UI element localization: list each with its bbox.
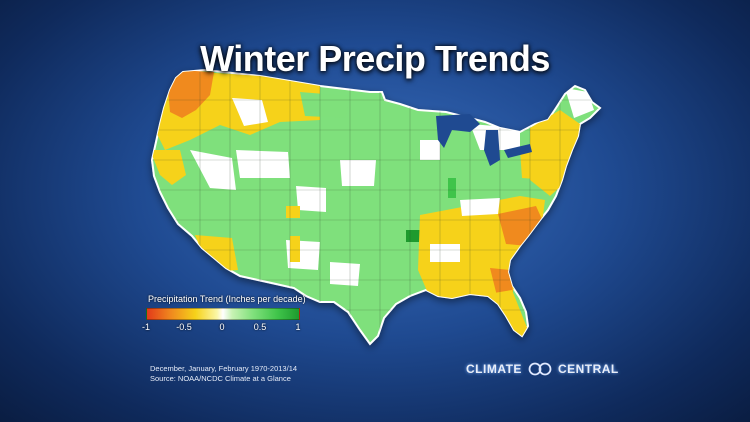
region-dakota-green-dark <box>448 178 456 198</box>
region-southern-ca-yellow <box>195 235 238 272</box>
climate-central-logo: CLIMATE CENTRAL <box>466 362 619 376</box>
region-mid-atlantic-yellow <box>520 150 550 180</box>
legend-tick: -1 <box>141 322 151 332</box>
region-gulf-white <box>430 244 460 262</box>
map-title: Winter Precip Trends <box>200 38 550 79</box>
footnote: December, January, February 1970-2013/14… <box>150 364 297 384</box>
legend-tick: 0 <box>219 322 225 332</box>
region-texas-white <box>330 262 360 286</box>
legend-tick: 1 <box>295 322 301 332</box>
legend: Precipitation Trend (Inches per decade) … <box>142 294 306 332</box>
region-nw-coast-orange <box>168 70 214 118</box>
region-arkansas-green-dark <box>406 230 420 242</box>
region-nebraska-white <box>340 160 376 186</box>
region-utah-yellow <box>286 206 300 218</box>
region-idaho-white <box>232 98 268 126</box>
footnote-period: December, January, February 1970-2013/14 <box>150 364 298 373</box>
footnote-source: Source: NOAA/NCDC Climate at a Glance <box>150 374 291 383</box>
legend-color-bar <box>146 308 300 320</box>
climate-central-rings-icon <box>528 362 552 376</box>
logo-word-right: CENTRAL <box>557 362 619 376</box>
region-utah-white <box>296 186 326 212</box>
region-illinois-white <box>420 140 440 160</box>
legend-tick: 0.5 <box>253 322 267 332</box>
region-nevada-white <box>236 150 290 178</box>
region-new-mexico-yellow <box>290 236 300 262</box>
region-florida-yellow <box>488 290 528 338</box>
region-california-yellow <box>152 150 186 185</box>
legend-ticks: -1 -0.5 0 0.5 1 <box>142 320 301 332</box>
logo-word-left: CLIMATE <box>466 362 522 376</box>
region-midatlantic-white <box>460 198 500 216</box>
legend-title: Precipitation Trend (Inches per decade) <box>148 294 306 304</box>
region-new-england-white <box>565 88 594 118</box>
region-california-white <box>190 150 236 190</box>
region-montana-green <box>300 92 350 118</box>
great-lakes <box>436 114 532 166</box>
legend-tick: -0.5 <box>176 322 192 332</box>
county-borders <box>152 72 600 340</box>
